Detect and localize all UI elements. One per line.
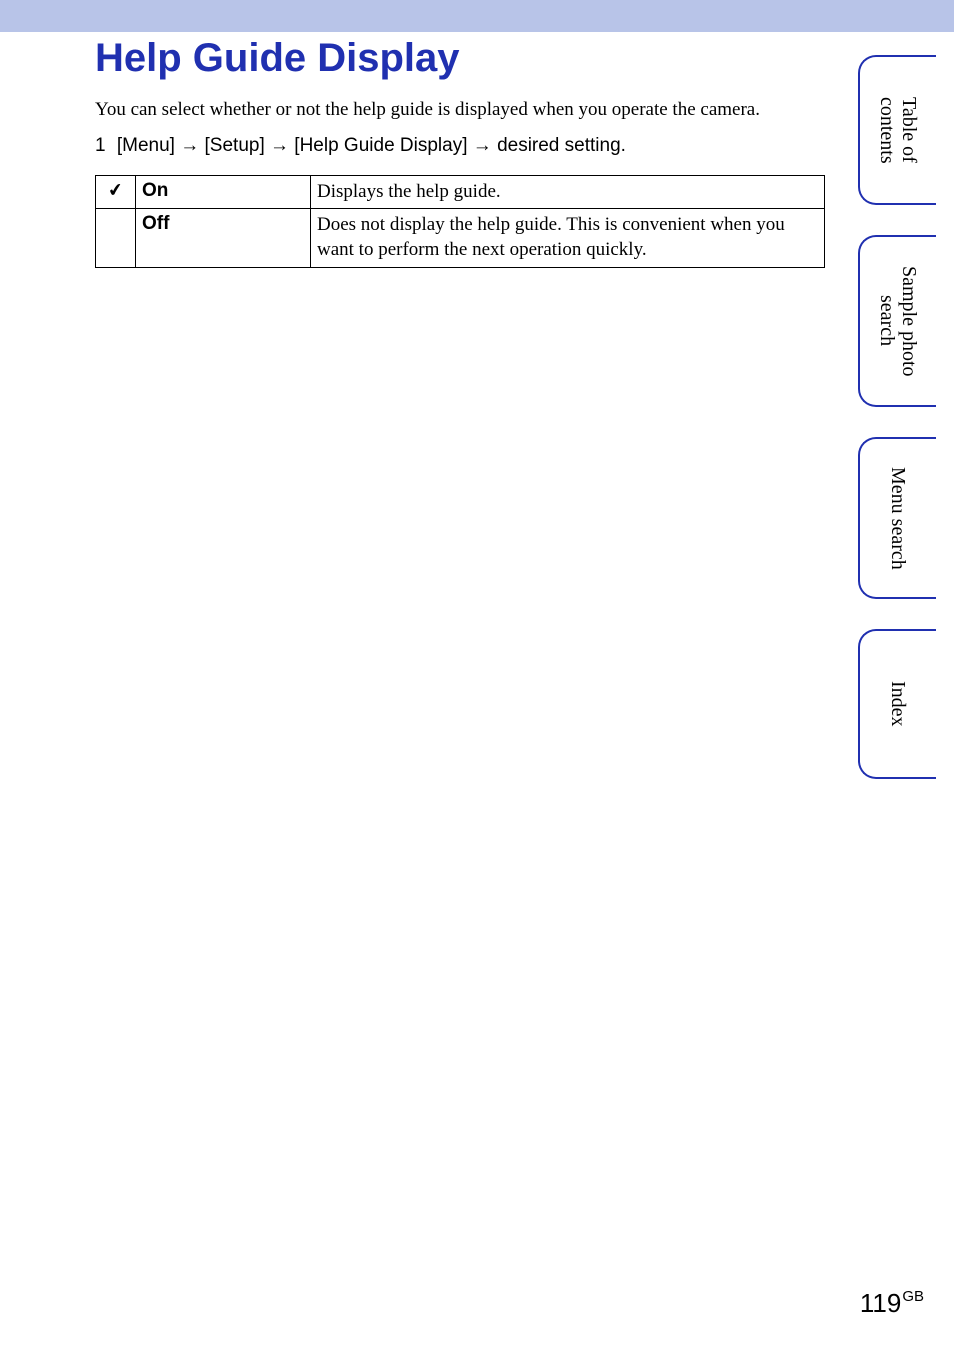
option-cell: On bbox=[136, 175, 311, 209]
tab-label: Table of contents bbox=[876, 57, 920, 203]
tab-sample-photo-search[interactable]: Sample photo search bbox=[858, 235, 936, 407]
arrow-icon: → bbox=[270, 135, 289, 156]
tab-table-of-contents[interactable]: Table of contents bbox=[858, 55, 936, 205]
page-content: Help Guide Display You can select whethe… bbox=[95, 30, 825, 268]
default-cell: ✔ bbox=[96, 175, 136, 209]
step-path-0: [Menu] bbox=[117, 135, 175, 156]
step-path-1: [Setup] bbox=[205, 135, 265, 156]
header-bar bbox=[0, 0, 954, 32]
arrow-icon: → bbox=[180, 135, 199, 156]
page-number-suffix: GB bbox=[902, 1288, 924, 1305]
step-path-2: [Help Guide Display] bbox=[294, 135, 467, 156]
table-row: ✔ On Displays the help guide. bbox=[96, 175, 825, 209]
side-tabs: Table of contents Sample photo search Me… bbox=[858, 55, 936, 809]
tab-index[interactable]: Index bbox=[858, 629, 936, 779]
arrow-icon: → bbox=[473, 135, 492, 156]
option-cell: Off bbox=[136, 209, 311, 267]
description-cell: Does not display the help guide. This is… bbox=[311, 209, 825, 267]
tab-label: Menu search bbox=[887, 453, 909, 584]
step-number: 1 bbox=[95, 135, 106, 156]
tab-label: Sample photo search bbox=[876, 237, 920, 405]
tab-menu-search[interactable]: Menu search bbox=[858, 437, 936, 599]
tab-label: Index bbox=[887, 667, 909, 741]
check-icon: ✔ bbox=[107, 179, 125, 202]
table-row: Off Does not display the help guide. Thi… bbox=[96, 209, 825, 267]
default-cell bbox=[96, 209, 136, 267]
step-instruction: 1 [Menu] → [Setup] → [Help Guide Display… bbox=[95, 135, 825, 157]
settings-table: ✔ On Displays the help guide. Off Does n… bbox=[95, 175, 825, 268]
page-title: Help Guide Display bbox=[95, 36, 825, 81]
description-cell: Displays the help guide. bbox=[311, 175, 825, 209]
step-tail: desired setting. bbox=[497, 135, 626, 156]
page-number: 119GB bbox=[860, 1288, 924, 1319]
intro-text: You can select whether or not the help g… bbox=[95, 97, 825, 123]
page-number-value: 119 bbox=[860, 1288, 901, 1318]
